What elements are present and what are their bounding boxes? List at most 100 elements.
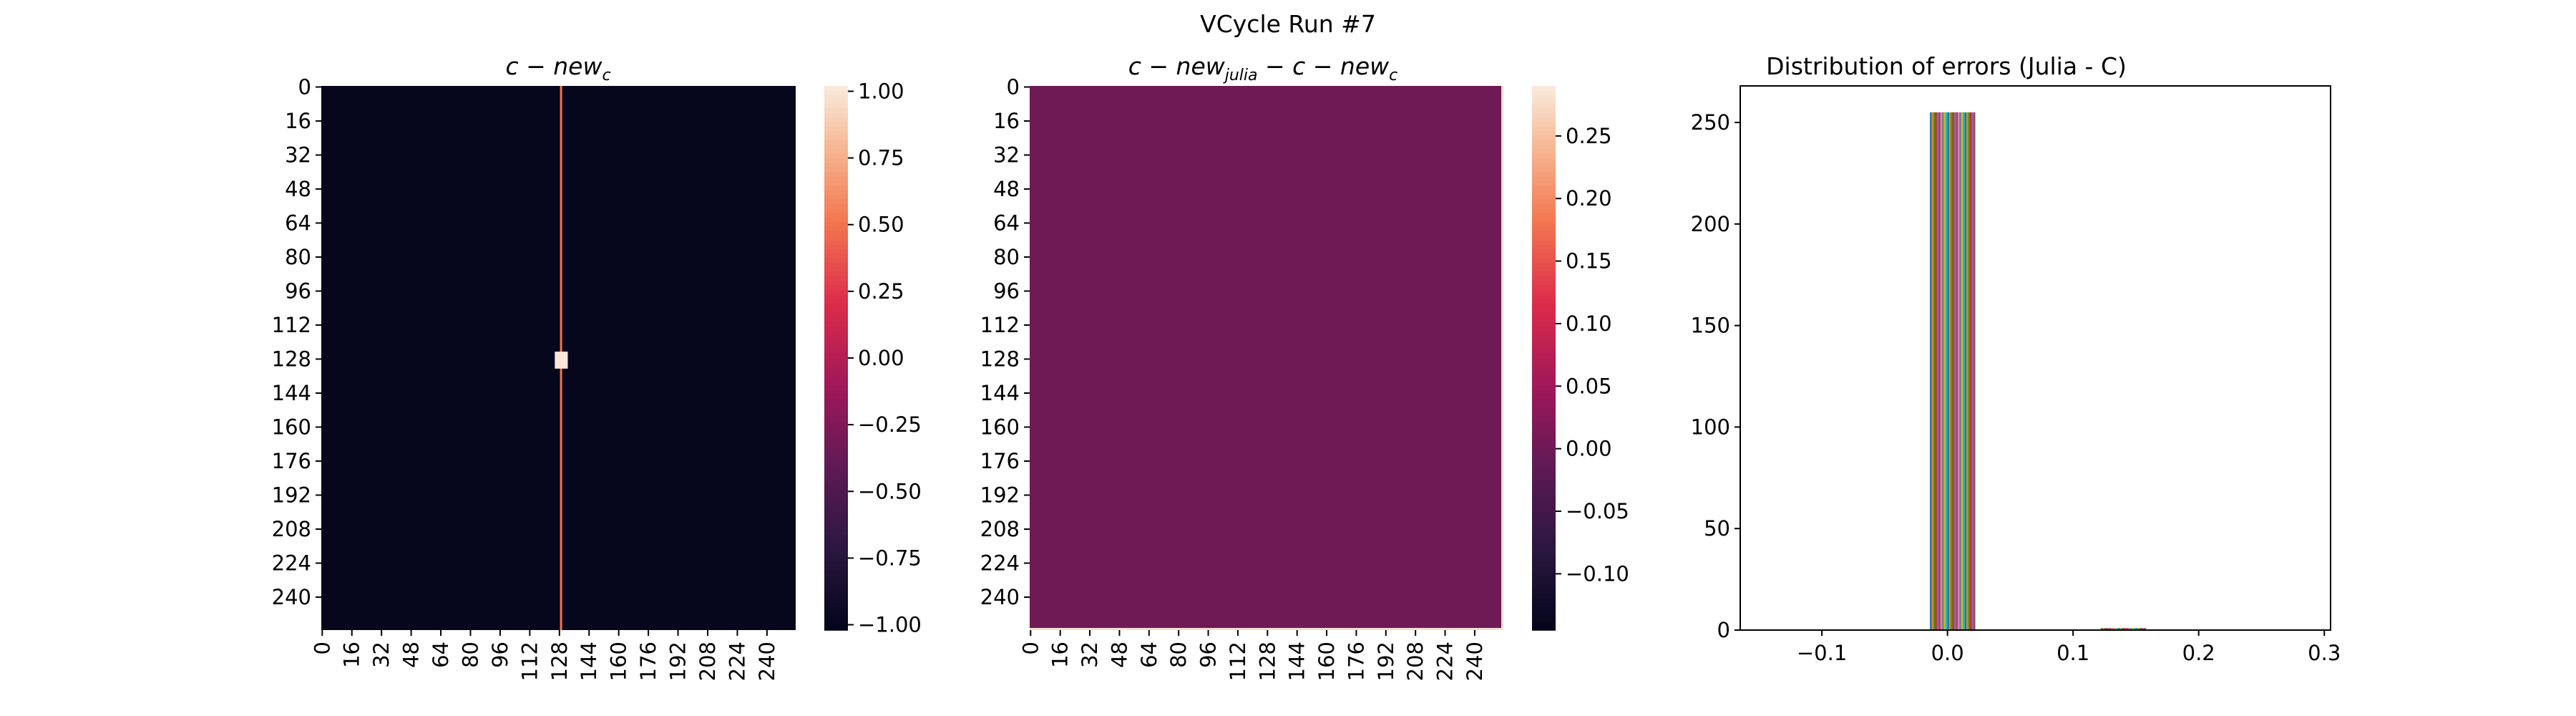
heatmap1-ytick-label: 224 (272, 551, 311, 575)
heatmap1-colorbar-segment (824, 339, 848, 345)
heatmap2-colorbar-segment (1532, 435, 1556, 440)
heatmap1-colorbar-segment (824, 185, 848, 191)
heatmap1-colorbar-label: 0.75 (858, 146, 904, 170)
histogram-bar-segment (2128, 628, 2131, 630)
heatmap1-x-ticks: 0 16 32 48 64 80 96 112 128 144 160 176 192 208 224 240 (310, 630, 779, 681)
histogram-xtick-label: 0.2 (2182, 641, 2215, 665)
heatmap1-colorbar-segment (824, 244, 848, 250)
heatmap2-colorbar-label: 0.15 (1566, 249, 1612, 274)
heatmap2-colorbar-segment (1532, 244, 1556, 250)
heatmap1-colorbar-segment (824, 240, 848, 246)
histogram-bar-segment (1973, 112, 1976, 631)
histogram-xtick-label: −0.1 (1797, 641, 1847, 665)
heatmap1-colorbar-segment (824, 376, 848, 382)
heatmap1-colorbar-segment (824, 308, 848, 314)
heatmap1-colorbar-segment (824, 199, 848, 205)
heatmap2-colorbar-segment (1532, 566, 1556, 572)
heatmap2-colorbar-segment (1532, 489, 1556, 495)
heatmap1-colorbar-label: 0.25 (858, 279, 904, 304)
heatmap1-xtick-label: 224 (725, 642, 749, 681)
histogram-bar-segment (2114, 628, 2117, 630)
heatmap1-colorbar-segment (824, 203, 848, 209)
heatmap1-colorbar-segment (824, 195, 848, 200)
heatmap2-xtick-label: 96 (1196, 642, 1221, 668)
heatmap2-colorbar: −0.10 −0.05 0.00 0.05 0.10 0.15 0.20 0.25 (1532, 86, 1629, 631)
heatmap2-ytick-label: 96 (993, 279, 1020, 303)
heatmap2-xtick-label: 0 (1018, 642, 1043, 654)
heatmap1-colorbar-segment (824, 231, 848, 236)
heatmap2-colorbar-segment (1532, 358, 1556, 364)
heatmap2-colorbar-segment (1532, 149, 1556, 155)
heatmap1-colorbar-segment (824, 462, 848, 468)
heatmap1-colorbar-segment (824, 380, 848, 386)
heatmap2-xtick-label: 176 (1344, 642, 1368, 681)
heatmap2-colorbar-segment (1532, 621, 1556, 626)
heatmap1-colorbar-segment (824, 426, 848, 432)
heatmap2-colorbar-segment (1532, 521, 1556, 527)
heatmap1-ytick-label: 208 (272, 517, 311, 541)
heatmap1-xtick-label: 176 (636, 642, 660, 681)
heatmap1-colorbar-segment (824, 294, 848, 300)
heatmap2-colorbar-segment (1532, 571, 1556, 576)
heatmap1-ytick-label: 64 (285, 211, 311, 235)
heatmap2-colorbar-segment (1532, 100, 1556, 105)
heatmap2-colorbar-label: 0.25 (1566, 124, 1612, 148)
heatmap2-colorbar-segment (1532, 185, 1556, 191)
histogram-x-ticks: −0.1 0.0 0.1 0.2 0.3 (1797, 630, 2341, 665)
heatmap1-colorbar-segment (824, 290, 848, 296)
heatmap2-colorbar-segment (1532, 122, 1556, 127)
heatmap1-colorbar: −1.00 −0.75 −0.50 −0.25 0.00 0.25 0.50 0.75 1.00 (824, 79, 922, 637)
heatmap1-colorbar-label: −0.75 (858, 546, 922, 570)
heatmap1-colorbar-segment (824, 539, 848, 545)
heatmap2-colorbar-segment (1532, 344, 1556, 350)
heatmap1-colorbar-segment (824, 285, 848, 291)
heatmap2-colorbar-segment (1532, 557, 1556, 563)
histogram-xtick-label: 0.0 (1931, 641, 1964, 665)
heatmap2-xtick-label: 16 (1048, 642, 1073, 668)
heatmap2-colorbar-segment (1532, 131, 1556, 137)
heatmap1-colorbar-segment (824, 158, 848, 164)
heatmap1-colorbar-segment (824, 471, 848, 477)
heatmap1-colorbar-segment (824, 480, 848, 486)
heatmap2-colorbar-segment (1532, 594, 1556, 599)
heatmap1-colorbar-segment (824, 598, 848, 604)
heatmap1-colorbar-segment (824, 543, 848, 549)
heatmap1-colorbar-segment (824, 498, 848, 504)
heatmap2-xtick-label: 80 (1166, 642, 1191, 668)
histogram-y-ticks: 0 50 100 150 200 250 (1691, 110, 1740, 642)
heatmap1-colorbar-segment (824, 407, 848, 413)
heatmap1-colorbar-segment (824, 494, 848, 500)
heatmap2-ytick-label: 224 (980, 551, 1020, 575)
heatmap2-ytick-label: 192 (980, 483, 1020, 507)
heatmap1-colorbar-label: 0.00 (858, 346, 904, 370)
heatmap2-colorbar-label: 0.10 (1566, 311, 1612, 336)
histogram-bar-segment (2111, 628, 2114, 630)
heatmap2-colorbar-segment (1532, 249, 1556, 255)
heatmap2-colorbar-segment (1532, 471, 1556, 477)
histogram-bar-segment (2112, 628, 2115, 630)
heatmap2-colorbar-segment (1532, 430, 1556, 436)
heatmap1-xtick-label: 112 (517, 642, 542, 681)
heatmap1-ytick-label: 16 (285, 109, 311, 133)
heatmap1-colorbar-segment (824, 249, 848, 255)
histogram-bar-segment (1961, 112, 1963, 631)
heatmap1-colorbar-label: −0.25 (858, 412, 922, 437)
heatmap2-colorbar-segment (1532, 158, 1556, 164)
heatmap1-colorbar-segment (824, 557, 848, 563)
histogram-xtick-label: 0.3 (2308, 641, 2341, 665)
histogram-ytick-label: 200 (1691, 212, 1730, 236)
heatmap2-colorbar-segment (1532, 135, 1556, 141)
heatmap1-colorbar-segment (824, 394, 848, 400)
heatmap2-ytick-label: 240 (980, 585, 1020, 609)
heatmap1-colorbar-segment (824, 526, 848, 531)
heatmap1-colorbar-segment (824, 131, 848, 137)
heatmap1-colorbar-segment (824, 104, 848, 110)
heatmap2-y-ticks: 0 16 32 48 64 80 96 112 128 144 160 176 192 208 224 240 (980, 74, 1030, 609)
heatmap1-colorbar-segment (824, 372, 848, 377)
heatmap1-xtick-label: 160 (607, 642, 631, 681)
heatmap2-ytick-label: 128 (980, 347, 1020, 371)
heatmap2-xtick-label: 224 (1433, 642, 1458, 681)
heatmap2-colorbar-label: 0.00 (1566, 437, 1612, 461)
heatmap2-ytick-label: 80 (993, 245, 1020, 269)
histogram-bar-segment (1936, 112, 1939, 631)
